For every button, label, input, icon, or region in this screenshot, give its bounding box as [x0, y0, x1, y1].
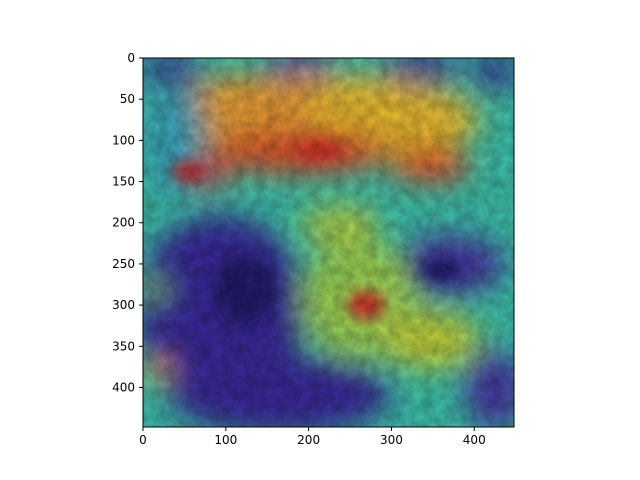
y-tick-label: 350 [112, 339, 135, 353]
x-tick-label: 200 [297, 433, 320, 447]
y-tick-label: 400 [112, 380, 135, 394]
y-tick-label: 50 [120, 92, 135, 106]
y-tick-label: 0 [127, 51, 135, 65]
x-tick-label: 100 [214, 433, 237, 447]
y-tick-label: 200 [112, 216, 135, 230]
y-tick-label: 250 [112, 257, 135, 271]
y-axis: 0 50 100 150 200 250 300 350 400 [112, 51, 143, 394]
heatmap-image [143, 58, 514, 427]
y-tick-label: 300 [112, 298, 135, 312]
plot-frame [142, 57, 515, 428]
x-axis: 0 100 200 300 400 [139, 427, 486, 447]
y-tick-label: 150 [112, 175, 135, 189]
x-tick-label: 0 [139, 433, 147, 447]
y-tick-label: 100 [112, 133, 135, 147]
x-tick-label: 300 [380, 433, 403, 447]
x-tick-label: 400 [463, 433, 486, 447]
